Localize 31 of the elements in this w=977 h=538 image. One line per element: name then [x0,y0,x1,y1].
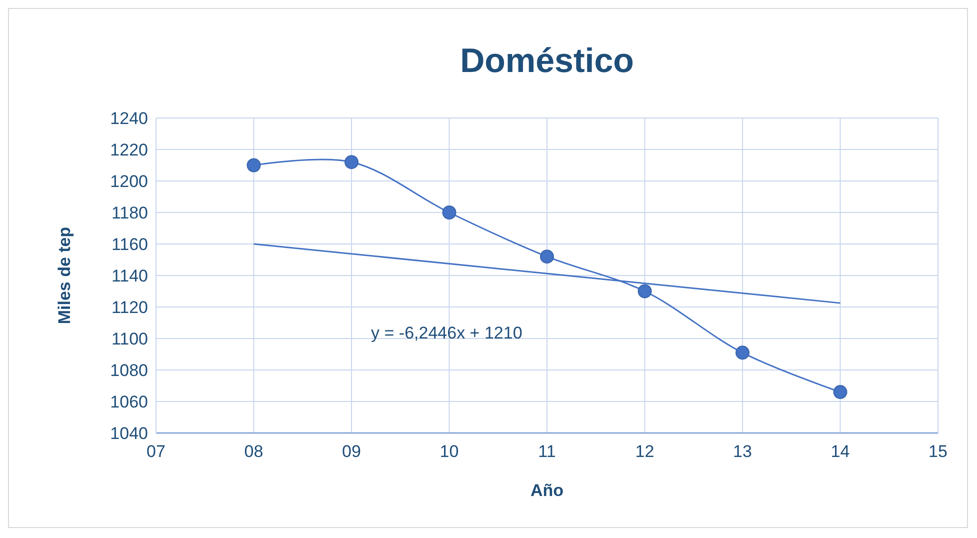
y-tick-label: 1060 [110,392,148,412]
x-tick-label: 12 [635,442,654,461]
point [736,346,750,360]
y-tick-label: 1100 [111,329,148,348]
x-tick-label: 11 [538,442,556,461]
x-axis-title: Año [530,481,564,500]
chart-title: Doméstico [460,42,634,80]
y-tick-label: 1080 [110,360,148,380]
y-tick-label: 1200 [110,172,148,191]
y-tick-label: 1240 [110,108,148,128]
x-tick-label: 08 [244,442,264,461]
y-tick-label: 1180 [111,203,148,222]
x-tick-label: 15 [928,442,948,461]
x-tick-label: 14 [830,442,850,461]
point [540,250,554,264]
point [442,206,456,220]
annotation: y = -6,2446x + 1210 [371,324,522,342]
x-tick-label: 13 [733,442,752,461]
y-tick-label: 1160 [111,234,148,254]
x-tick-label: 07 [146,442,166,461]
y-tick-label: 1220 [110,140,148,160]
y-tick-label: 1140 [111,266,148,286]
point [833,385,848,400]
y-axis-title: Miles de tep [55,226,74,324]
point [344,155,358,170]
point [638,284,652,298]
y-tick-label: 1120 [111,298,148,317]
x-tick-label: 10 [440,442,459,461]
y-tick-label: 1040 [110,424,148,443]
x-tick-label: 09 [342,442,361,461]
point [246,158,261,172]
